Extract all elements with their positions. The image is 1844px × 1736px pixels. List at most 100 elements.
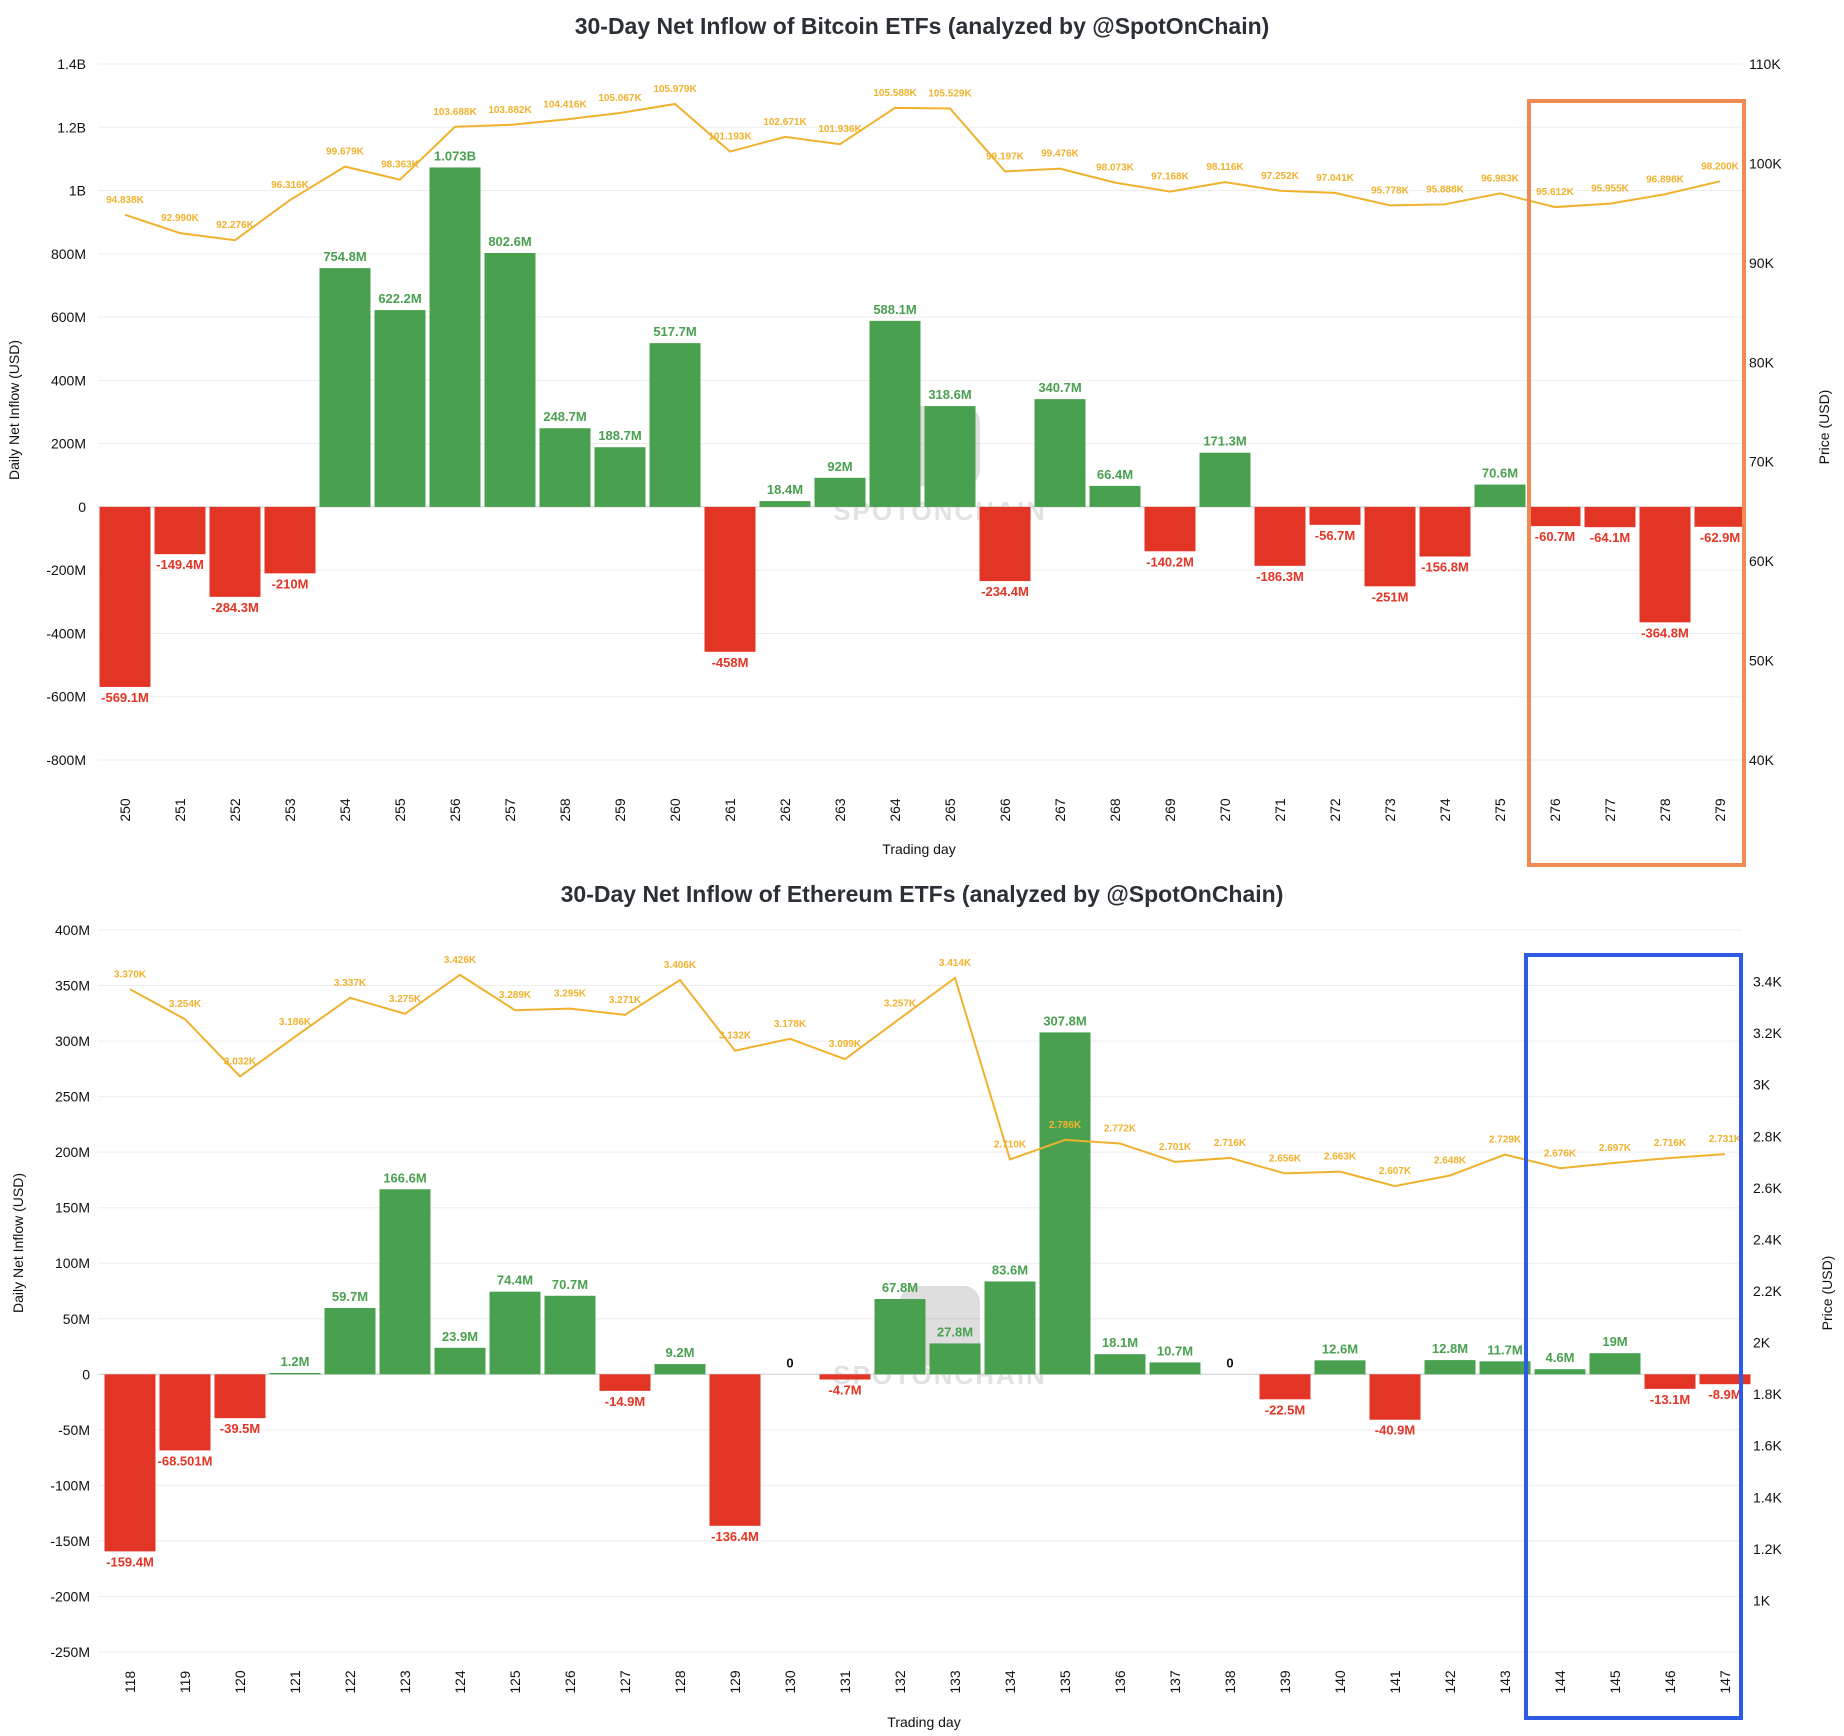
bar-data-label: 10.7M	[1157, 1343, 1193, 1358]
x-tick-label: 261	[722, 798, 738, 822]
price-data-label: 3.295K	[554, 989, 587, 1000]
x-tick-label: 135	[1057, 1670, 1073, 1694]
x-tick-label: 119	[177, 1671, 193, 1694]
price-data-label: 2.648K	[1434, 1155, 1467, 1166]
price-tick-label: 1.8K	[1753, 1386, 1782, 1402]
price-tick-label: 100K	[1749, 155, 1782, 171]
price-tick-label: 1.2K	[1753, 1541, 1782, 1557]
bar-data-label: 70.6M	[1482, 466, 1518, 481]
bar-data-label: 802.6M	[488, 234, 531, 249]
x-tick-label: 262	[777, 798, 793, 822]
bar-data-label: -136.4M	[711, 1529, 759, 1544]
bar-data-label: -14.9M	[605, 1394, 645, 1409]
price-data-label: 99.679K	[326, 147, 365, 158]
price-tick-label: 3K	[1753, 1077, 1771, 1093]
bar-data-label: -364.8M	[1641, 625, 1689, 640]
price-data-label: 2.716K	[1654, 1138, 1687, 1149]
inflow-bar	[99, 506, 151, 687]
price-data-label: 94.838K	[106, 195, 145, 206]
bar-data-label: -40.9M	[1375, 1423, 1415, 1438]
price-data-label: 101.193K	[708, 132, 752, 143]
bar-data-label: 248.7M	[543, 409, 586, 424]
x-tick-label: 263	[832, 798, 848, 822]
inflow-bar	[319, 268, 371, 507]
price-tick-label: 2.2K	[1753, 1283, 1782, 1299]
x-tick-label: 269	[1162, 798, 1178, 822]
bitcoin-y-axis-label: Daily Net Inflow (USD)	[6, 340, 22, 480]
y-tick-label: 50M	[63, 1311, 90, 1327]
ethereum-price-line: 3.370K 3.254K 3.032K 3.186K 3.337K 3.275K 3.42…	[114, 955, 1742, 1188]
price-data-label: 99.476K	[1041, 149, 1080, 160]
bar-data-label: 18.4M	[767, 482, 803, 497]
y-tick-label: 100M	[55, 1255, 90, 1271]
ethereum-y-axis-label: Daily Net Inflow (USD)	[10, 1173, 26, 1313]
inflow-bar	[1309, 506, 1361, 525]
x-tick-label: 120	[232, 1670, 248, 1694]
bar-data-label: -159.4M	[106, 1554, 154, 1569]
ethereum-price-axis-label: Price (USD)	[1819, 1256, 1835, 1331]
price-data-label: 3.254K	[169, 999, 202, 1010]
price-data-label: 3.414K	[939, 958, 972, 969]
inflow-bar	[704, 506, 756, 652]
ethereum-highlight-box	[1524, 953, 1743, 1720]
highlight-rectangle	[1527, 99, 1746, 867]
bar-data-label: 1.2M	[281, 1354, 310, 1369]
price-data-label: 3.132K	[719, 1031, 752, 1042]
x-tick-label: 145	[1607, 1670, 1623, 1694]
inflow-bar	[1479, 1361, 1531, 1375]
bar-data-label: 18.1M	[1102, 1335, 1138, 1350]
bitcoin-inflow-bars: -569.1M -149.4M -284.3M -210M 754.8M 622.2M 1.…	[99, 148, 1746, 705]
inflow-bar	[104, 1374, 156, 1552]
y-tick-label: 1.2B	[57, 119, 86, 135]
inflow-bar	[1039, 1032, 1091, 1375]
x-tick-label: 259	[612, 798, 628, 822]
x-tick-label: 274	[1437, 798, 1453, 822]
price-tick-label: 2.4K	[1753, 1231, 1782, 1247]
bar-data-label: 622.2M	[378, 291, 421, 306]
x-tick-label: 118	[122, 1671, 138, 1694]
inflow-bar	[374, 310, 426, 507]
x-tick-label: 121	[287, 1670, 303, 1694]
price-data-label: 102.671K	[763, 117, 807, 128]
bar-data-label: -284.3M	[211, 600, 259, 615]
bar-data-label: 12.6M	[1322, 1341, 1358, 1356]
price-data-label: 103.882K	[488, 105, 532, 116]
price-data-label: 99.197K	[986, 151, 1025, 162]
inflow-bar	[324, 1307, 376, 1375]
bar-data-label: -62.9M	[1700, 530, 1740, 545]
y-tick-label: 150M	[55, 1200, 90, 1216]
y-tick-label: 250M	[55, 1089, 90, 1105]
bar-data-label: 11.7M	[1487, 1342, 1522, 1357]
x-tick-label: 143	[1497, 1670, 1513, 1694]
x-tick-label: 268	[1107, 798, 1123, 822]
bar-data-label: -186.3M	[1256, 569, 1304, 584]
bar-data-label: 588.1M	[873, 302, 916, 317]
inflow-bar	[434, 1347, 486, 1375]
price-data-label: 97.041K	[1316, 173, 1355, 184]
price-tick-label: 2.6K	[1753, 1180, 1782, 1196]
y-tick-label: -600M	[46, 689, 86, 705]
y-tick-label: -800M	[46, 752, 86, 768]
inflow-bar	[759, 501, 811, 507]
price-data-label: 105.067K	[598, 93, 642, 104]
bar-data-label: 12.8M	[1432, 1341, 1468, 1356]
price-data-label: 104.416K	[543, 100, 587, 111]
price-data-label: 98.116K	[1206, 162, 1244, 173]
bar-data-label: 166.6M	[383, 1170, 426, 1185]
bar-data-label: -39.5M	[220, 1421, 260, 1436]
price-data-label: 95.778K	[1371, 185, 1410, 196]
inflow-bar	[1639, 506, 1691, 623]
inflow-bar	[1094, 1354, 1146, 1375]
x-tick-label: 140	[1332, 1670, 1348, 1694]
x-tick-label: 129	[727, 1670, 743, 1694]
inflow-bar	[1089, 485, 1141, 507]
price-tick-label: 40K	[1749, 752, 1775, 768]
price-data-label: 2.731K	[1709, 1134, 1742, 1145]
bar-data-label: 74.4M	[497, 1273, 533, 1288]
x-tick-label: 132	[892, 1670, 908, 1694]
bar-data-label: 318.6M	[928, 387, 971, 402]
y-tick-label: 200M	[51, 436, 86, 452]
inflow-bar	[539, 428, 591, 507]
